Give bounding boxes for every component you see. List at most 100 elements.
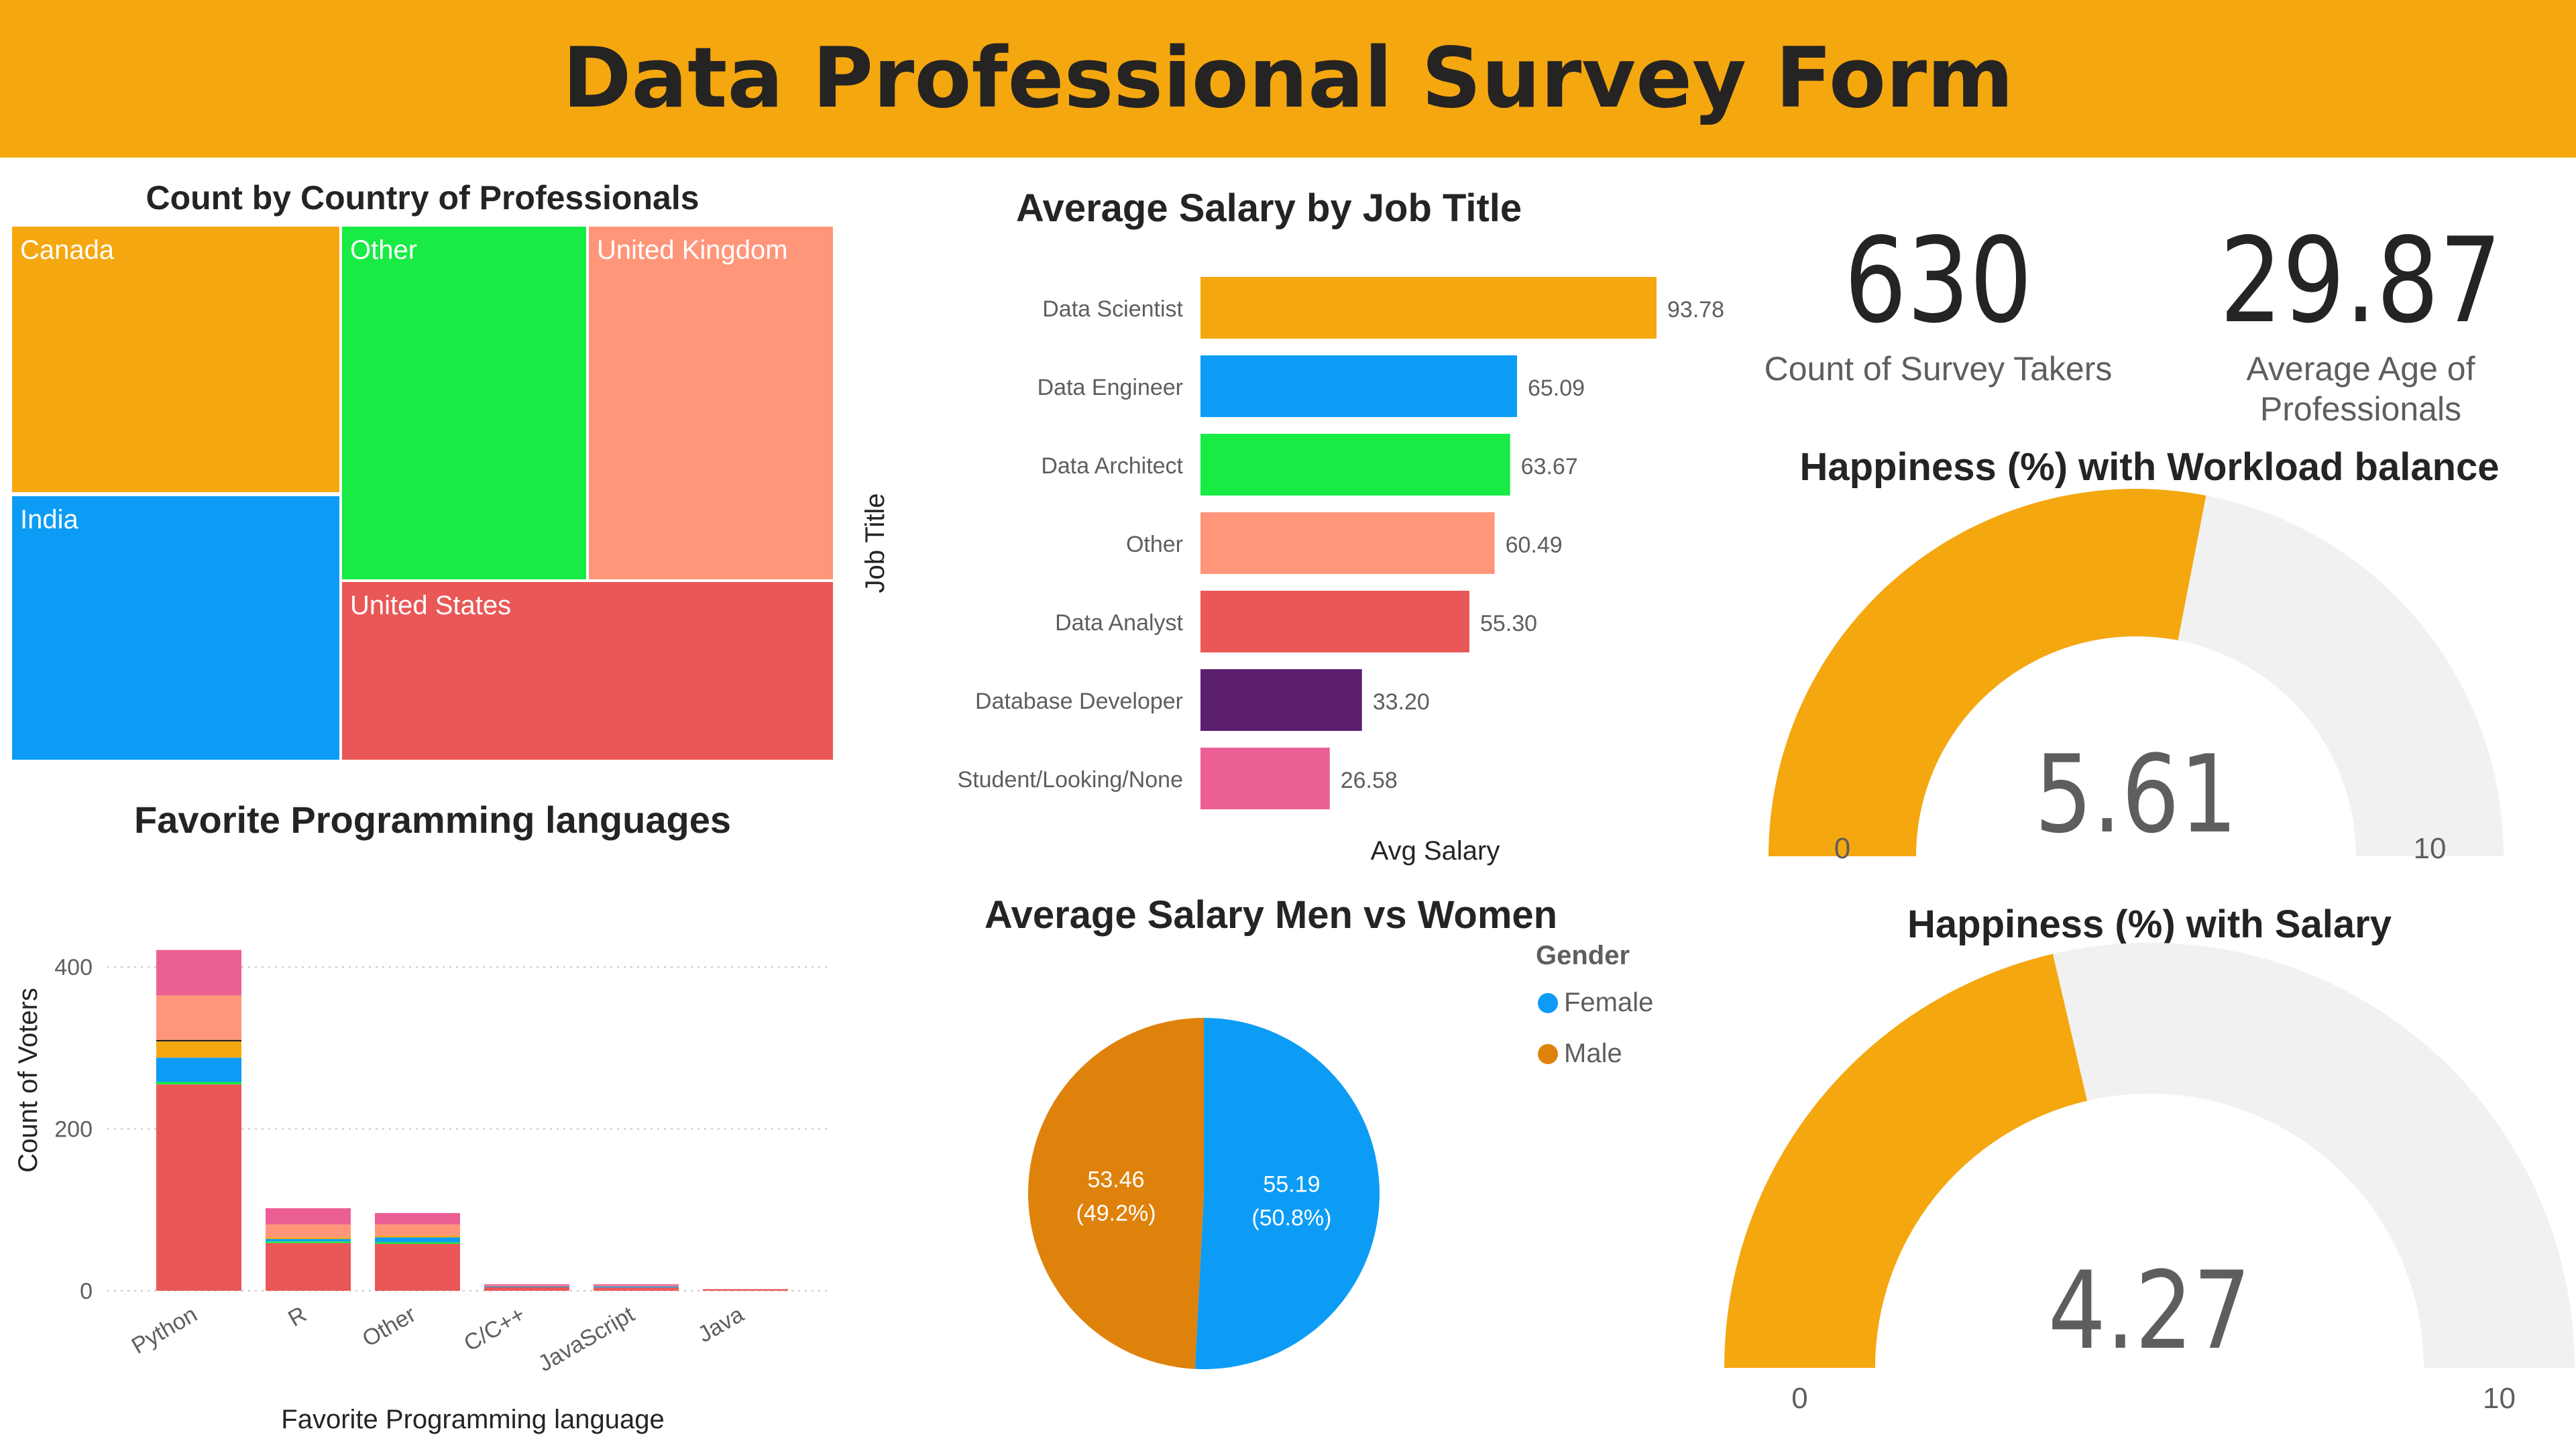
legend-title: Gender xyxy=(1536,941,1630,970)
category-label: Database Developer xyxy=(975,689,1183,714)
gauge-max-label: 10 xyxy=(2483,1382,2516,1415)
stack-segment[interactable] xyxy=(375,1213,460,1225)
gauge-value: 5.61 xyxy=(2035,732,2238,857)
stack-segment[interactable] xyxy=(156,949,241,996)
stack-segment[interactable] xyxy=(484,1285,569,1287)
legend-marker[interactable] xyxy=(1538,993,1558,1013)
legend-entry[interactable]: Male xyxy=(1564,1039,1622,1068)
stack-segment[interactable] xyxy=(375,1235,460,1238)
stack-segment[interactable] xyxy=(375,1242,460,1244)
slice-percent-label: (49.2%) xyxy=(1076,1201,1156,1226)
salary-by-title-panel: Average Salary by Job Title Job Title Av… xyxy=(858,168,1730,872)
stack-segment[interactable] xyxy=(594,1284,679,1286)
pie-slice[interactable] xyxy=(1194,1018,1380,1369)
stack-segment[interactable] xyxy=(156,1082,241,1085)
x-axis-title: Avg Salary xyxy=(1371,836,1500,866)
bar[interactable] xyxy=(1200,512,1495,574)
bar[interactable] xyxy=(1200,748,1330,809)
gauge-fill[interactable] xyxy=(1724,953,2088,1368)
legend-marker[interactable] xyxy=(1538,1044,1558,1064)
stack-segment[interactable] xyxy=(266,1224,351,1238)
stack-segment[interactable] xyxy=(484,1285,569,1287)
stack-segment[interactable] xyxy=(594,1287,679,1291)
salary-gauge: Happiness (%) with Salary 4.27 0 10 xyxy=(1724,903,2575,1415)
stack-segment[interactable] xyxy=(375,1243,460,1291)
header-banner xyxy=(0,0,2576,158)
pie-slice[interactable] xyxy=(1027,1018,1204,1369)
data-label: 33.20 xyxy=(1373,689,1430,715)
treemap-tile[interactable] xyxy=(589,227,833,579)
stack-segment[interactable] xyxy=(594,1285,679,1288)
country-treemap: Count by Country of Professionals Canada… xyxy=(12,179,833,760)
gauge-fill[interactable] xyxy=(1769,489,2206,856)
chart-title: Happiness (%) with Workload balance xyxy=(1799,445,2499,489)
category-label: Data Analyst xyxy=(1055,610,1183,636)
y-tick-label: 400 xyxy=(54,955,93,980)
bar[interactable] xyxy=(1200,434,1510,496)
stack-segment[interactable] xyxy=(375,1237,460,1242)
gauge-min-label: 0 xyxy=(1834,832,1850,865)
treemap-tile[interactable] xyxy=(12,496,339,760)
treemap-tile[interactable] xyxy=(12,227,339,492)
bar[interactable] xyxy=(1200,355,1517,417)
stack-segment[interactable] xyxy=(156,1084,241,1291)
salary-gauge-panel: Happiness (%) with Salary 4.27 0 10 xyxy=(1717,892,2576,1449)
stack-segment[interactable] xyxy=(266,1242,351,1291)
treemap-tile[interactable] xyxy=(342,582,833,760)
category-label: Data Scientist xyxy=(1042,296,1183,322)
data-label: 93.78 xyxy=(1667,297,1724,323)
chart-title: Count by Country of Professionals xyxy=(146,179,699,217)
stack-segment[interactable] xyxy=(703,1289,788,1291)
data-label: 65.09 xyxy=(1528,375,1585,401)
treemap-label: Other xyxy=(350,235,417,265)
workload-gauge: Happiness (%) with Workload balance 5.61… xyxy=(1769,445,2504,865)
gauge-min-label: 0 xyxy=(1791,1382,1807,1415)
stack-segment[interactable] xyxy=(484,1286,569,1291)
chart-title: Average Salary by Job Title xyxy=(1016,186,1522,230)
chart-title: Happiness (%) with Salary xyxy=(1907,903,2392,946)
stack-segment[interactable] xyxy=(266,1241,351,1243)
bar[interactable] xyxy=(1200,669,1362,731)
category-label: Data Engineer xyxy=(1038,375,1183,400)
y-tick-label: 0 xyxy=(80,1279,93,1304)
slice-value-label: 55.19 xyxy=(1263,1171,1320,1197)
x-tick-label: Python xyxy=(127,1301,202,1359)
stack-segment[interactable] xyxy=(266,1237,351,1239)
data-label: 63.67 xyxy=(1521,454,1578,479)
survey-count-label: Count of Survey Takers xyxy=(1764,350,2113,388)
workload-gauge-panel: Happiness (%) with Workload balance 5.61… xyxy=(1717,429,2576,885)
bar[interactable] xyxy=(1200,591,1469,652)
stack-segment[interactable] xyxy=(375,1224,460,1236)
y-tick-label: 200 xyxy=(54,1117,93,1143)
chart-title: Average Salary Men vs Women xyxy=(985,893,1557,937)
y-axis-title: Count of Voters xyxy=(13,988,43,1173)
stack-segment[interactable] xyxy=(266,1238,351,1242)
slice-percent-label: (50.8%) xyxy=(1251,1205,1331,1230)
stack-segment[interactable] xyxy=(156,995,241,1040)
average-age-label: Average Age of Professionals xyxy=(2246,350,2475,428)
treemap-label: United States xyxy=(350,591,511,620)
stack-segment[interactable] xyxy=(156,1057,241,1082)
stack-segment[interactable] xyxy=(266,1208,351,1225)
stack-segment[interactable] xyxy=(156,1041,241,1058)
legend-entry[interactable]: Female xyxy=(1564,988,1653,1017)
category-label: Student/Looking/None xyxy=(958,767,1183,793)
treemap-tile[interactable] xyxy=(342,227,586,579)
stack-segment[interactable] xyxy=(594,1285,679,1287)
bar[interactable] xyxy=(1200,277,1657,339)
stack-segment[interactable] xyxy=(156,1039,241,1042)
languages-chart: Favorite Programming languages Count of … xyxy=(13,799,832,1434)
page-title: Data Professional Survey Form xyxy=(562,30,2014,127)
category-label: Data Architect xyxy=(1041,453,1183,479)
salary-gender-panel: Average Salary Men vs Women Gender 55.19… xyxy=(939,885,1717,1449)
x-tick-label: Other xyxy=(358,1301,421,1352)
data-label: 26.58 xyxy=(1341,768,1398,793)
x-tick-label: JavaScript xyxy=(534,1301,639,1377)
slice-value-label: 53.46 xyxy=(1087,1167,1144,1193)
stack-segment[interactable] xyxy=(484,1284,569,1286)
x-tick-label: R xyxy=(284,1301,311,1332)
gauge-value: 4.27 xyxy=(2048,1249,2251,1373)
treemap-label: Canada xyxy=(20,235,115,265)
salary-gender-chart: Average Salary Men vs Women Gender 55.19… xyxy=(985,893,1653,1369)
x-tick-label: Java xyxy=(693,1301,748,1348)
